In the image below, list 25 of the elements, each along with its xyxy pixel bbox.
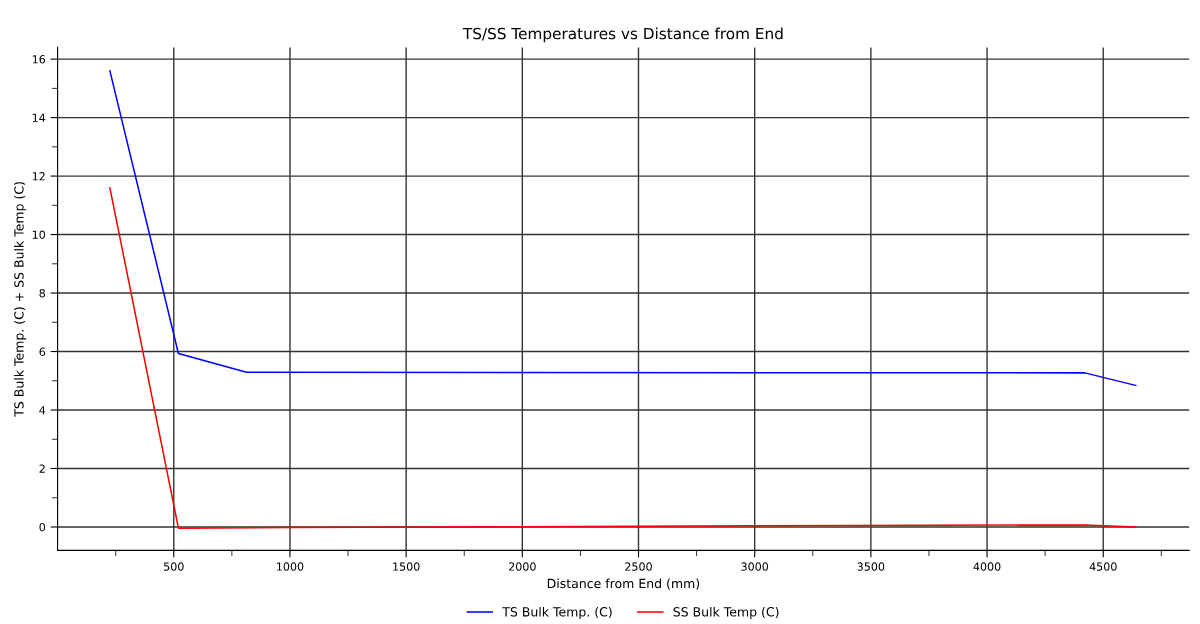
x-tick-label: 1500	[393, 562, 420, 571]
line-series	[109, 187, 1137, 529]
y-tick-label: 8	[39, 289, 46, 298]
legend-label: SS Bulk Temp (C)	[673, 606, 779, 619]
line-series	[109, 70, 1137, 387]
x-axis-title: Distance from End (mm)	[547, 578, 700, 590]
x-tick-label: 2500	[625, 562, 652, 571]
y-tick-label: 12	[32, 172, 45, 181]
y-tick-label: 16	[32, 55, 46, 64]
x-tick-label: 4500	[1089, 562, 1117, 571]
y-tick-label: 6	[39, 347, 46, 356]
y-tick-label: 4	[39, 406, 46, 415]
y-tick-label: 10	[32, 230, 46, 239]
x-tick-label: 4000	[973, 562, 1001, 571]
y-tick-label: 2	[39, 464, 45, 473]
y-tick-label: 0	[39, 522, 46, 532]
x-tick-label: 500	[164, 562, 184, 571]
x-tick-label: 1000	[277, 562, 304, 571]
x-tick-label: 3000	[741, 562, 769, 571]
y-tick-label: 14	[32, 113, 46, 122]
y-axis-title: TS Bulk Temp. (C) + SS Bulk Temp (C)	[14, 182, 27, 417]
legend-label: TS Bulk Temp. (C)	[502, 606, 612, 619]
x-tick-label: 2000	[509, 562, 536, 571]
x-tick-label: 3500	[857, 562, 885, 571]
chart-title: TS/SS Temperatures vs Distance from End	[462, 27, 783, 43]
